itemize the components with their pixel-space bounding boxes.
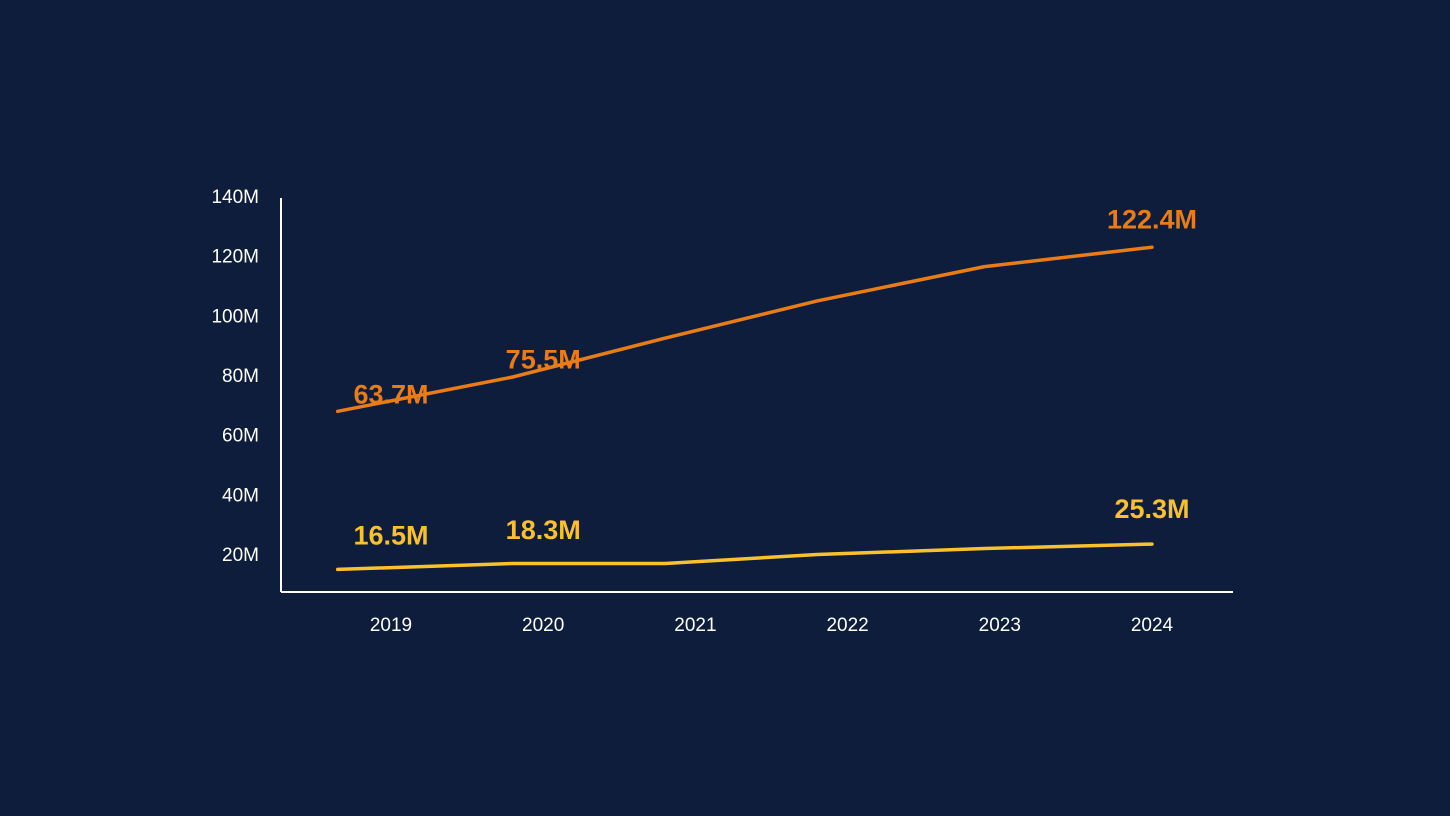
data-labels: 63.7M 75.5M 122.4M 16.5M 18.3M 25.3M [353,205,1197,551]
data-label: 18.3M [506,515,581,545]
y-tick-label: 100M [211,306,259,327]
data-label: 63.7M [353,380,428,410]
data-label: 16.5M [353,520,428,550]
x-tick-label: 2019 [370,615,412,636]
data-label: 122.4M [1107,205,1197,235]
x-tick-label: 2024 [1131,615,1174,636]
x-tick-label: 2023 [979,615,1021,636]
y-tick-label: 40M [222,485,259,506]
series-lines [335,245,1154,572]
data-label: 75.5M [506,344,581,374]
x-tick-label: 2021 [674,615,716,636]
data-label: 25.3M [1114,494,1189,524]
x-tick-label: 2020 [522,615,564,636]
series-line-2 [335,542,1154,572]
y-tick-label: 80M [222,366,259,387]
y-tick-label: 20M [222,545,259,566]
x-tick-labels: 2019 2020 2021 2022 2023 2024 [370,615,1174,636]
x-tick-label: 2022 [826,615,868,636]
series-line-1 [335,245,1154,414]
y-tick-label: 140M [211,187,259,208]
y-tick-labels: 20M 40M 60M 80M 100M 120M 140M [211,187,259,566]
y-tick-label: 120M [211,247,259,268]
y-tick-label: 60M [222,426,259,447]
